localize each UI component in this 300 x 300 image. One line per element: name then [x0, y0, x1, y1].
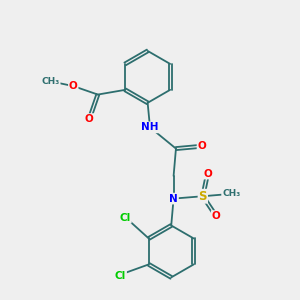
Text: O: O	[197, 141, 206, 151]
Text: CH₃: CH₃	[222, 189, 240, 198]
Text: CH₃: CH₃	[41, 77, 60, 86]
Text: Cl: Cl	[115, 271, 126, 281]
Text: O: O	[203, 169, 212, 178]
Text: N: N	[169, 194, 178, 204]
Text: NH: NH	[141, 122, 159, 132]
Text: O: O	[69, 81, 78, 91]
Text: Cl: Cl	[119, 213, 131, 223]
Text: O: O	[212, 211, 220, 221]
Text: S: S	[199, 190, 207, 203]
Text: O: O	[85, 114, 94, 124]
